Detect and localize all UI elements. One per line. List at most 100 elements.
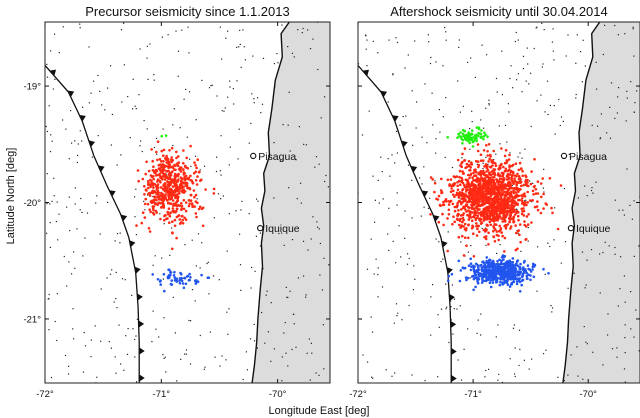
event-dot [166, 210, 169, 214]
background-event [620, 256, 622, 258]
event-dot [484, 212, 487, 216]
background-event [517, 73, 519, 75]
background-event [325, 174, 327, 177]
event-dot [511, 170, 515, 174]
event-dot [447, 200, 451, 203]
event-dot [456, 214, 459, 218]
background-event [155, 202, 157, 204]
event-dot [470, 138, 474, 142]
event-dot [489, 271, 493, 274]
event-dot [165, 198, 169, 202]
background-event [100, 288, 102, 290]
event-dot [180, 273, 183, 276]
event-dot [515, 282, 519, 286]
background-event [595, 61, 597, 63]
background-event [300, 202, 302, 204]
event-dot [166, 187, 169, 190]
background-event [127, 328, 129, 330]
background-event [305, 294, 307, 296]
event-dot [489, 279, 493, 282]
event-dot [486, 191, 490, 195]
event-dot [167, 201, 170, 205]
background-event [624, 381, 626, 383]
event-dot [182, 149, 185, 152]
event-dot [502, 272, 506, 276]
background-event [563, 379, 565, 382]
background-event [152, 264, 154, 266]
event-dot [192, 189, 196, 192]
event-dot [476, 176, 479, 180]
event-dot [456, 158, 460, 162]
event-dot [489, 223, 493, 227]
event-dot [469, 262, 473, 266]
event-dot [500, 171, 504, 175]
event-dot [467, 173, 470, 177]
background-event [76, 154, 79, 156]
background-event [460, 379, 463, 381]
event-dot [173, 174, 177, 178]
background-event [248, 213, 250, 215]
event-dot [167, 197, 171, 201]
event-dot [158, 158, 162, 161]
background-event [236, 46, 238, 48]
event-dot [182, 161, 185, 165]
event-dot [148, 191, 151, 195]
event-dot [479, 197, 483, 200]
background-event [309, 48, 312, 50]
background-event [262, 268, 264, 270]
event-dot [480, 217, 483, 221]
event-dot [168, 214, 172, 218]
background-event [451, 284, 453, 286]
background-event [421, 183, 423, 185]
background-event [373, 273, 375, 275]
background-event [249, 338, 252, 340]
event-dot [477, 224, 481, 228]
event-dot [137, 179, 140, 183]
event-dot [429, 213, 432, 216]
background-event [111, 269, 113, 271]
event-dot [475, 139, 478, 143]
background-event [227, 30, 229, 32]
background-event [298, 126, 300, 128]
background-event [485, 227, 487, 229]
event-dot [488, 173, 491, 176]
event-dot [184, 177, 187, 181]
event-dot [492, 214, 496, 217]
background-event [624, 337, 626, 339]
background-event [396, 41, 399, 44]
event-dot [530, 170, 533, 173]
event-dot [508, 173, 512, 176]
event-dot [470, 129, 474, 132]
background-event [508, 289, 510, 291]
event-dot [502, 198, 506, 202]
background-event [180, 358, 182, 360]
event-dot [149, 174, 153, 177]
background-event [141, 150, 143, 153]
event-dot [536, 180, 540, 183]
background-event [71, 142, 73, 144]
background-event [287, 296, 289, 299]
background-event [527, 63, 529, 65]
background-event [244, 59, 246, 61]
background-event [72, 328, 74, 330]
background-event [84, 237, 86, 239]
background-event [432, 124, 434, 126]
y-tick-label: -20° [23, 198, 41, 209]
event-dot [467, 218, 471, 221]
event-dot [485, 144, 488, 147]
event-dot [509, 171, 512, 174]
background-event [632, 28, 634, 30]
event-dot [541, 177, 544, 180]
event-dot [477, 134, 480, 138]
event-dot [484, 189, 488, 193]
background-event [592, 192, 594, 194]
background-event [435, 61, 437, 63]
background-event [395, 262, 397, 264]
event-dot [194, 193, 198, 197]
background-event [238, 128, 240, 130]
event-dot [151, 199, 155, 203]
background-event [564, 241, 567, 243]
event-dot [504, 216, 507, 219]
background-event [297, 277, 300, 279]
event-dot [485, 180, 489, 184]
